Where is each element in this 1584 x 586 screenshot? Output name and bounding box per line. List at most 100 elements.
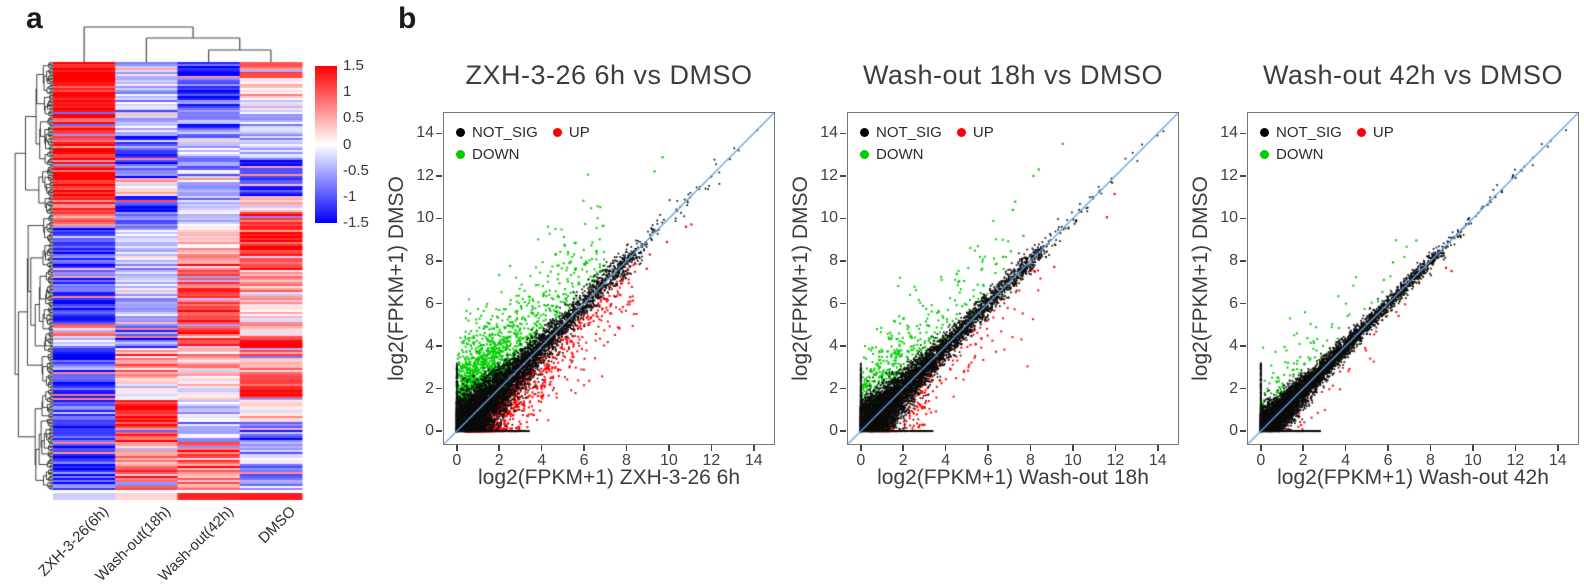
x-tick-mark — [1157, 445, 1159, 451]
y-tick-label: 6 — [425, 294, 434, 312]
y-tick-mark — [840, 175, 846, 177]
legend-label: DOWN — [1276, 145, 1324, 163]
y-tick-mark — [436, 345, 442, 347]
y-tick-label: 4 — [1229, 337, 1238, 355]
x-tick-mark — [540, 445, 543, 451]
legend-dot-not_sig — [860, 127, 869, 137]
colorbar-label-1: 1 — [343, 83, 352, 101]
scatter-title: Wash-out 42h vs DMSO — [1262, 60, 1564, 90]
legend-dot-not_sig — [1260, 127, 1269, 137]
y-tick-mark — [840, 345, 846, 347]
y-tick-mark — [436, 132, 442, 135]
y-tick-mark — [840, 430, 846, 432]
x-tick-mark — [1344, 445, 1347, 451]
y-tick-mark — [840, 387, 846, 390]
x-tick-mark — [583, 445, 585, 451]
y-tick-label: 6 — [1229, 294, 1238, 312]
x-tick-mark — [1029, 445, 1032, 451]
x-tick-mark — [1114, 445, 1117, 451]
scatter-canvas — [1247, 112, 1579, 445]
y-tick-label: 14 — [820, 124, 838, 142]
colorbar-label--1: -1 — [343, 187, 357, 205]
y-tick-label: 10 — [416, 209, 434, 227]
scatter-legend: NOT_SIG UP DOWN — [456, 121, 605, 165]
legend-label: NOT_SIG — [472, 123, 538, 141]
legend-item-up: UP — [1356, 123, 1394, 141]
x-tick-label: 8 — [1026, 452, 1035, 469]
legend-dot-up — [552, 127, 562, 137]
heatmap-with-dendrograms — [0, 0, 350, 520]
x-tick-label: 2 — [1298, 452, 1308, 469]
x-tick-label: 0 — [452, 452, 462, 469]
colorbar-label--1.5: -1.5 — [343, 214, 369, 231]
y-tick-mark — [436, 302, 442, 305]
x-tick-mark — [860, 445, 862, 451]
legend-label: DOWN — [472, 145, 520, 163]
legend-label: NOT_SIG — [876, 123, 942, 141]
legend-dot-up — [1356, 127, 1366, 137]
y-tick-label: 0 — [425, 422, 434, 440]
y-tick-label: 0 — [1229, 422, 1238, 440]
heatmap-colorbar — [315, 66, 337, 223]
x-tick-label: 12 — [1506, 452, 1525, 469]
y-tick-label: 12 — [416, 166, 434, 184]
legend-dot-up — [956, 127, 966, 137]
colorbar-label-1.5: 1.5 — [343, 57, 364, 74]
x-tick-label: 0 — [856, 452, 866, 469]
scatter-legend: NOT_SIG UP DOWN — [860, 121, 1009, 165]
scatter-xlabel: log2(FPKM+1) ZXH-3-26 6h — [477, 466, 741, 489]
x-tick-label: 6 — [983, 452, 993, 469]
y-tick-mark — [840, 132, 846, 135]
x-tick-label: 8 — [1426, 452, 1435, 469]
y-tick-mark — [1240, 260, 1246, 262]
x-tick-mark — [625, 445, 628, 451]
y-tick-label: 10 — [820, 209, 838, 227]
legend-label: UP — [972, 123, 994, 141]
legend-item-not_sig: NOT_SIG — [1260, 124, 1342, 141]
legend-item-up: UP — [552, 124, 590, 141]
y-tick-label: 14 — [1220, 124, 1238, 142]
x-tick-label: 6 — [579, 452, 589, 469]
y-tick-label: 4 — [829, 337, 838, 355]
x-tick-label: 10 — [1464, 452, 1482, 469]
colorbar-label-0.5: 0.5 — [343, 109, 364, 127]
x-tick-mark — [944, 445, 947, 451]
legend-label: UP — [1372, 123, 1394, 141]
y-tick-label: 4 — [425, 337, 434, 355]
scatter-legend: NOT_SIG UP DOWN — [1260, 121, 1409, 165]
x-tick-mark — [668, 445, 670, 451]
y-tick-label: 0 — [829, 422, 838, 440]
y-tick-mark — [1240, 175, 1246, 177]
legend-item-not_sig: NOT_SIG — [456, 124, 538, 141]
x-tick-mark — [1472, 445, 1474, 451]
x-tick-label: 4 — [537, 452, 547, 469]
legend-item-not_sig: NOT_SIG — [860, 124, 942, 141]
y-tick-mark — [1240, 302, 1246, 305]
scatter-title: Wash-out 18h vs DMSO — [862, 60, 1164, 90]
legend-label: DOWN — [876, 145, 924, 163]
x-tick-mark — [1514, 445, 1517, 451]
y-tick-mark — [840, 302, 846, 305]
x-tick-mark — [456, 445, 458, 451]
y-tick-label: 14 — [416, 124, 434, 142]
legend-item-down: DOWN — [456, 146, 520, 163]
x-tick-label: 12 — [1106, 452, 1125, 469]
y-tick-mark — [436, 175, 442, 177]
scatter-canvas — [847, 112, 1179, 445]
x-tick-mark — [1260, 445, 1262, 451]
scatter-xlabel: log2(FPKM+1) Wash-out 18h — [877, 466, 1149, 489]
y-tick-label: 8 — [425, 251, 434, 269]
x-tick-mark — [902, 445, 904, 451]
x-tick-label: 0 — [1256, 452, 1266, 469]
colorbar-label--0.5: -0.5 — [343, 161, 369, 179]
y-tick-mark — [436, 387, 442, 390]
legend-item-up: UP — [956, 123, 994, 141]
x-tick-label: 14 — [1148, 452, 1167, 469]
x-tick-mark — [987, 445, 989, 451]
legend-dot-down — [456, 149, 465, 159]
panel-b-label: b — [398, 2, 417, 35]
y-tick-mark — [1240, 345, 1246, 347]
x-tick-label: 4 — [1341, 452, 1351, 469]
scatter-plot-wash-out-42h: Wash-out 42h vs DMSO log2(FPKM+1) DMSO l… — [1189, 0, 1579, 586]
x-tick-mark — [1072, 445, 1074, 451]
